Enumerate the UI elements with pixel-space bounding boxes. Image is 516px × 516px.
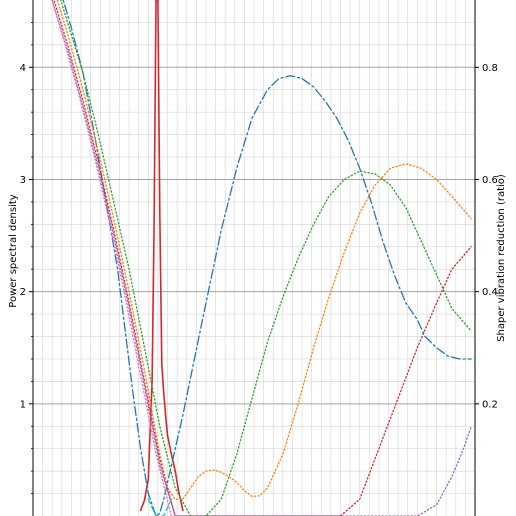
series-line-2 [62,0,472,516]
series-line-4 [56,0,472,500]
y-left-tick-label: 1 [20,399,26,410]
y-axis-left-title: Power spectral density [8,194,19,307]
series-line-5 [53,0,472,516]
y-axis-right-title: Shaper vibration reduction (ratio) [496,174,507,342]
y-left-tick-label: 2 [20,287,26,298]
y-right-tick-label: 0.2 [482,399,498,410]
series-line-7 [51,0,173,516]
series-line-8 [147,498,173,516]
grid-minor [32,0,476,516]
y-right-tick-label: 0.6 [482,175,498,186]
axes-layer: 1 2 3 4 0.2 0.4 0.6 0.8 [20,0,498,516]
series-line-6 [51,0,472,516]
y-right-tick-label: 0.8 [482,63,498,74]
series-line-1 [139,0,184,512]
series-layer [51,0,472,516]
y-left-tick-label: 4 [20,63,26,74]
y-left-tick-label: 3 [20,175,26,186]
y-right-tick-label: 0.4 [482,287,498,298]
series-line-3 [60,0,472,516]
